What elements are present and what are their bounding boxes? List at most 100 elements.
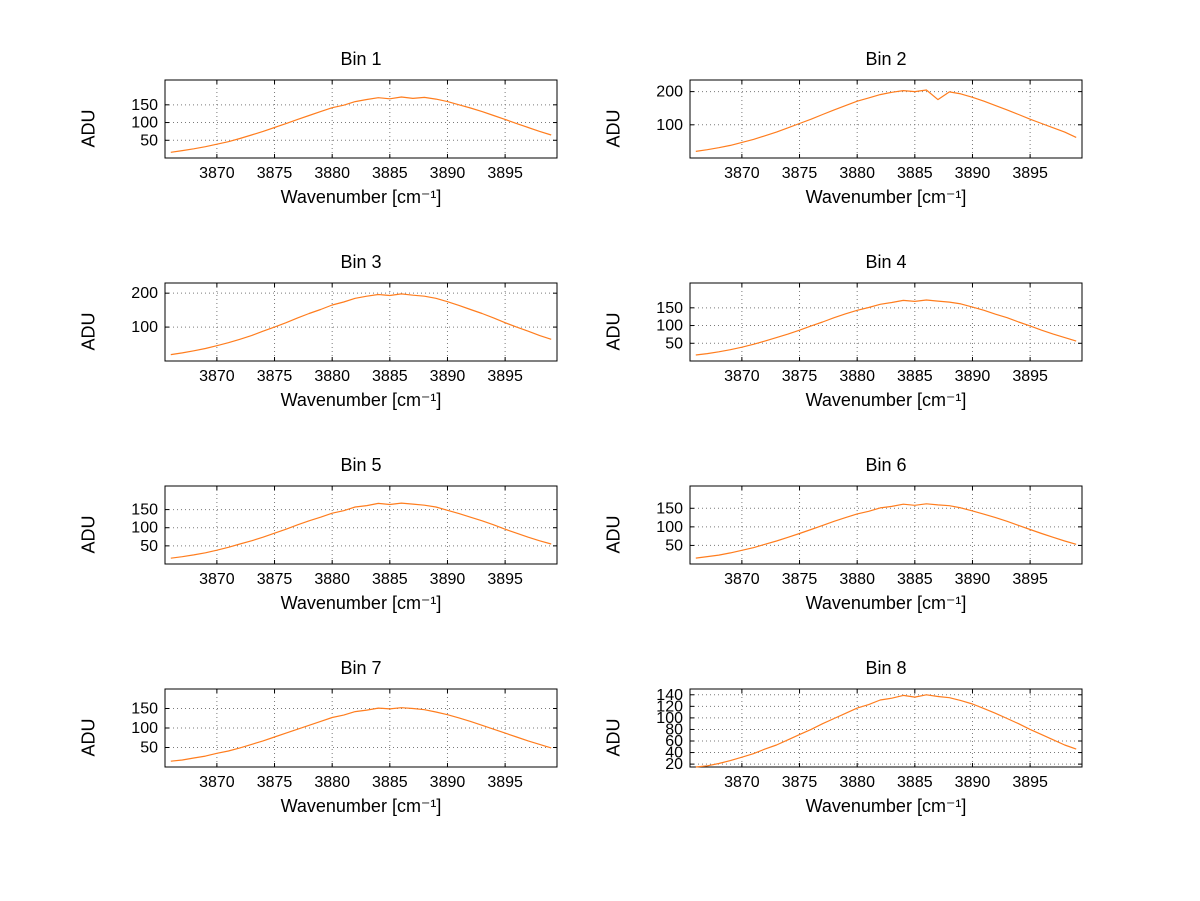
svg-text:3890: 3890	[955, 165, 991, 182]
svg-text:40: 40	[665, 745, 683, 762]
plot-title: Bin 2	[865, 49, 907, 69]
svg-text:3895: 3895	[487, 165, 523, 182]
svg-text:3870: 3870	[724, 774, 760, 791]
svg-text:100: 100	[656, 519, 683, 536]
svg-text:50: 50	[140, 740, 158, 757]
x-axis-label: Wavenumber [cm⁻¹]	[280, 593, 442, 613]
svg-text:3885: 3885	[372, 571, 408, 588]
svg-text:3880: 3880	[314, 165, 350, 182]
svg-text:3875: 3875	[782, 165, 818, 182]
x-axis-label: Wavenumber [cm⁻¹]	[805, 187, 967, 207]
svg-text:3875: 3875	[257, 165, 293, 182]
svg-text:50: 50	[665, 335, 683, 352]
svg-text:3885: 3885	[372, 774, 408, 791]
svg-text:3890: 3890	[955, 571, 991, 588]
figure-grid: Bin 1 ADU 3870 3875 3880 3885 3890 3895 50 100 1…	[75, 46, 1098, 858]
subplot-bin-6: Bin 6 ADU 3870 3875 3880 3885 3890 3895 50 100 1…	[600, 452, 1098, 655]
svg-text:3885: 3885	[897, 774, 933, 791]
subplot-bin-3: Bin 3 ADU 3870 3875 3880 3885 3890 3895 100 200…	[75, 249, 573, 452]
plot-title: Bin 8	[865, 658, 907, 678]
subplot-bin-8: Bin 8 ADU 3870 3875 3880 3885 3890 3895 20 40 60…	[600, 655, 1098, 858]
plot-title: Bin 3	[340, 252, 382, 272]
y-axis-label: ADU	[603, 108, 624, 148]
svg-text:100: 100	[131, 720, 158, 737]
svg-text:3870: 3870	[199, 774, 235, 791]
svg-text:3870: 3870	[199, 368, 235, 385]
svg-text:3895: 3895	[1012, 165, 1048, 182]
y-axis-label: ADU	[78, 717, 99, 757]
plot-canvas: 3870 3875 3880 3885 3890 3895 2040608010012014…	[656, 687, 1083, 791]
plot-title: Bin 6	[865, 455, 907, 475]
svg-text:3880: 3880	[839, 571, 875, 588]
svg-text:3895: 3895	[487, 774, 523, 791]
plot-title: Bin 1	[340, 49, 382, 69]
svg-text:3890: 3890	[955, 368, 991, 385]
svg-text:150: 150	[656, 500, 683, 517]
svg-text:150: 150	[656, 300, 683, 317]
svg-text:3885: 3885	[897, 165, 933, 182]
svg-text:3870: 3870	[199, 165, 235, 182]
svg-text:3895: 3895	[1012, 774, 1048, 791]
svg-text:3875: 3875	[257, 774, 293, 791]
svg-text:50: 50	[140, 538, 158, 555]
svg-text:3895: 3895	[1012, 368, 1048, 385]
svg-text:3870: 3870	[724, 165, 760, 182]
svg-text:3885: 3885	[372, 368, 408, 385]
y-axis-label: ADU	[603, 717, 624, 757]
plot-canvas: 3870 3875 3880 3885 3890 3895 100 200	[656, 79, 1083, 182]
svg-text:3895: 3895	[487, 571, 523, 588]
plot-canvas: 3870 3875 3880 3885 3890 3895 100 200	[131, 282, 558, 385]
svg-text:3885: 3885	[372, 165, 408, 182]
subplot-bin-4: Bin 4 ADU 3870 3875 3880 3885 3890 3895 50 100 1…	[600, 249, 1098, 452]
plot-title: Bin 7	[340, 658, 382, 678]
svg-text:50: 50	[665, 537, 683, 554]
svg-text:3895: 3895	[1012, 571, 1048, 588]
subplot-bin-5: Bin 5 ADU 3870 3875 3880 3885 3890 3895 50 100 1…	[75, 452, 573, 655]
svg-text:3870: 3870	[724, 571, 760, 588]
svg-text:3875: 3875	[257, 571, 293, 588]
svg-text:3890: 3890	[430, 774, 466, 791]
svg-text:100: 100	[656, 318, 683, 335]
svg-text:100: 100	[656, 117, 683, 134]
plot-title: Bin 5	[340, 455, 382, 475]
svg-text:100: 100	[656, 710, 683, 727]
svg-text:3880: 3880	[314, 774, 350, 791]
svg-text:3880: 3880	[839, 368, 875, 385]
svg-text:80: 80	[665, 721, 683, 738]
svg-text:200: 200	[131, 285, 158, 302]
x-axis-label: Wavenumber [cm⁻¹]	[805, 593, 967, 613]
svg-text:140: 140	[656, 687, 683, 704]
x-axis-label: Wavenumber [cm⁻¹]	[280, 796, 442, 816]
svg-text:200: 200	[656, 84, 683, 101]
svg-text:20: 20	[665, 756, 683, 773]
svg-text:150: 150	[131, 97, 158, 114]
svg-text:3895: 3895	[487, 368, 523, 385]
svg-text:50: 50	[140, 132, 158, 149]
subplot-bin-1: Bin 1 ADU 3870 3875 3880 3885 3890 3895 50 100 1…	[75, 46, 573, 249]
svg-text:100: 100	[131, 319, 158, 336]
subplot-bin-7: Bin 7 ADU 3870 3875 3880 3885 3890 3895 50 100 1…	[75, 655, 573, 858]
svg-text:3890: 3890	[955, 774, 991, 791]
svg-text:100: 100	[131, 520, 158, 537]
x-axis-label: Wavenumber [cm⁻¹]	[805, 796, 967, 816]
svg-text:3880: 3880	[314, 368, 350, 385]
y-axis-label: ADU	[603, 514, 624, 554]
svg-text:3870: 3870	[199, 571, 235, 588]
svg-text:3875: 3875	[257, 368, 293, 385]
svg-text:3870: 3870	[724, 368, 760, 385]
svg-text:120: 120	[656, 698, 683, 715]
x-axis-label: Wavenumber [cm⁻¹]	[280, 187, 442, 207]
svg-text:3875: 3875	[782, 774, 818, 791]
svg-text:3890: 3890	[430, 368, 466, 385]
svg-text:3880: 3880	[314, 571, 350, 588]
svg-text:150: 150	[131, 502, 158, 519]
svg-text:3875: 3875	[782, 368, 818, 385]
svg-text:3880: 3880	[839, 165, 875, 182]
x-axis-label: Wavenumber [cm⁻¹]	[805, 390, 967, 410]
svg-text:3880: 3880	[839, 774, 875, 791]
